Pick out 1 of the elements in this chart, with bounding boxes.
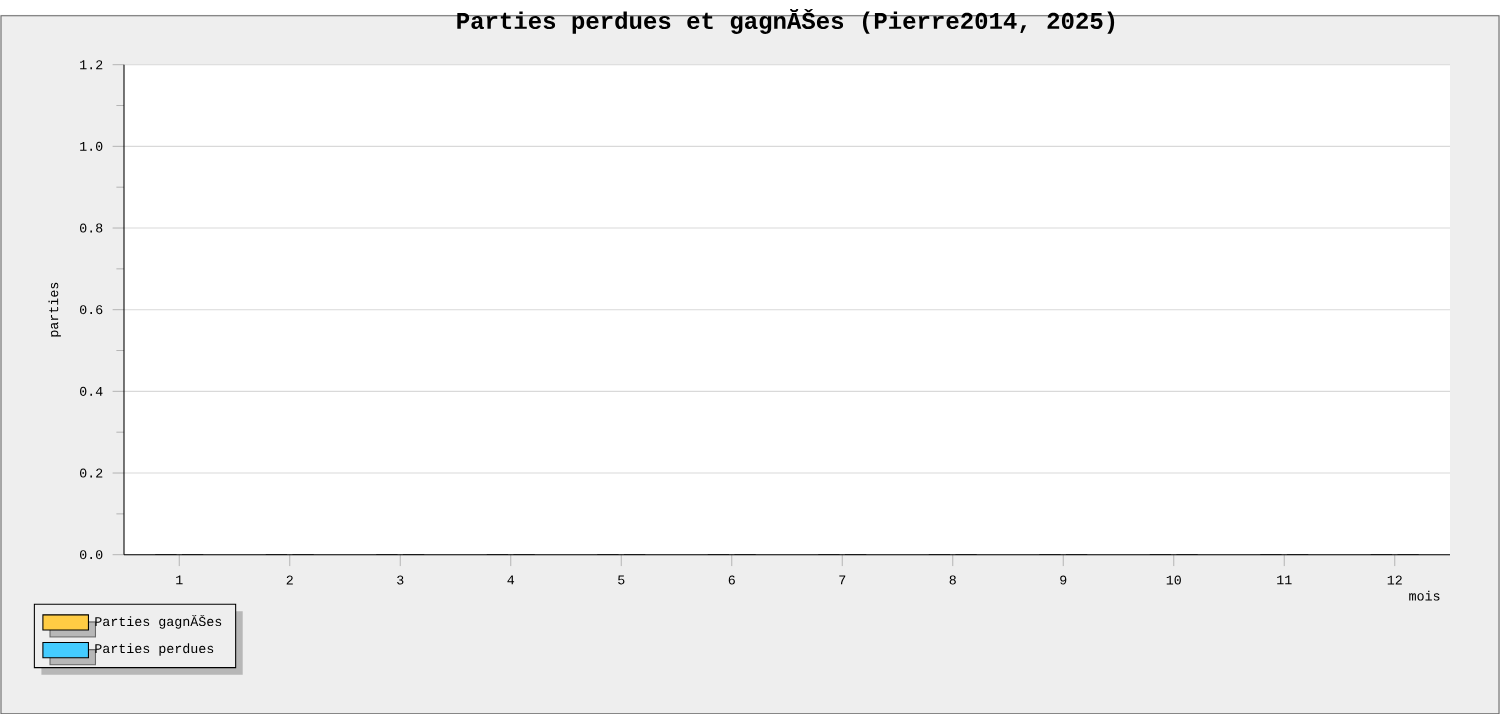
chart-title: Parties perdues et gagnĂŠes (Pierre2014, 2025): [457, 8, 1115, 34]
